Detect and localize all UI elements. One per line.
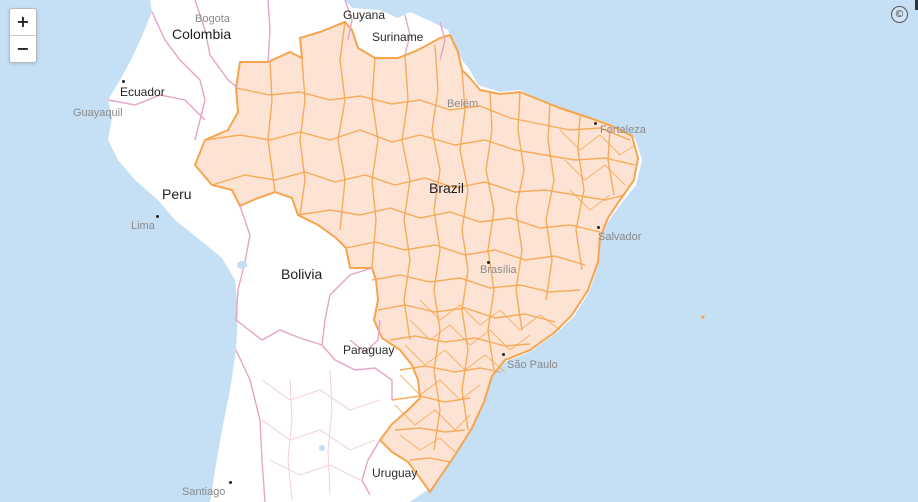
city-label-lima: Lima [131,220,155,232]
state-borders [261,369,381,501]
country-borders [107,0,446,502]
city-label-fortaleza: Fortaleza [600,124,646,136]
island-marker [701,315,705,319]
country-label-paraguay: Paraguay [343,343,395,357]
municipality-mesh-dense [394,129,636,453]
attribution-icon[interactable]: © [891,6,908,23]
municipality-boundaries [204,21,636,463]
city-label-sao-paulo: São Paulo [507,359,558,371]
city-label-guayaquil: Guayaquil [73,107,123,119]
city-label-ecuador: Ecuador [120,85,165,99]
city-dot-salvador [597,226,600,229]
city-label-salvador: Salvador [598,231,642,243]
country-label-guyana: Guyana [343,8,386,22]
country-label-uruguay: Uruguay [372,466,418,480]
city-dot-santiago [229,481,232,484]
zoom-out-button[interactable]: − [10,35,36,62]
country-label-brazil: Brazil [429,180,465,196]
city-label-bogota: Bogota [195,13,230,25]
city-label-santiago: Santiago [182,486,226,498]
zoom-in-button[interactable]: + [16,12,30,31]
city-dot-brasilia [487,261,490,264]
country-label-bolivia: Bolivia [281,266,323,282]
lake-titicaca [237,261,247,269]
country-label-peru: Peru [162,186,192,202]
reservoir-lake [319,445,325,451]
city-dot-fortaleza [594,122,597,125]
city-label-belem: Belém [447,98,479,110]
brazil-region [193,20,640,494]
country-label-colombia: Colombia [172,26,232,42]
city-dot-sao-paulo [502,353,505,356]
country-label-suriname: Suriname [372,30,424,44]
zoom-control: + − [9,8,37,63]
city-dot-lima [156,215,159,218]
edge-scroll-marker [915,0,918,10]
city-dot-quito [122,80,125,83]
city-label-brasilia: Brasília [480,264,517,276]
